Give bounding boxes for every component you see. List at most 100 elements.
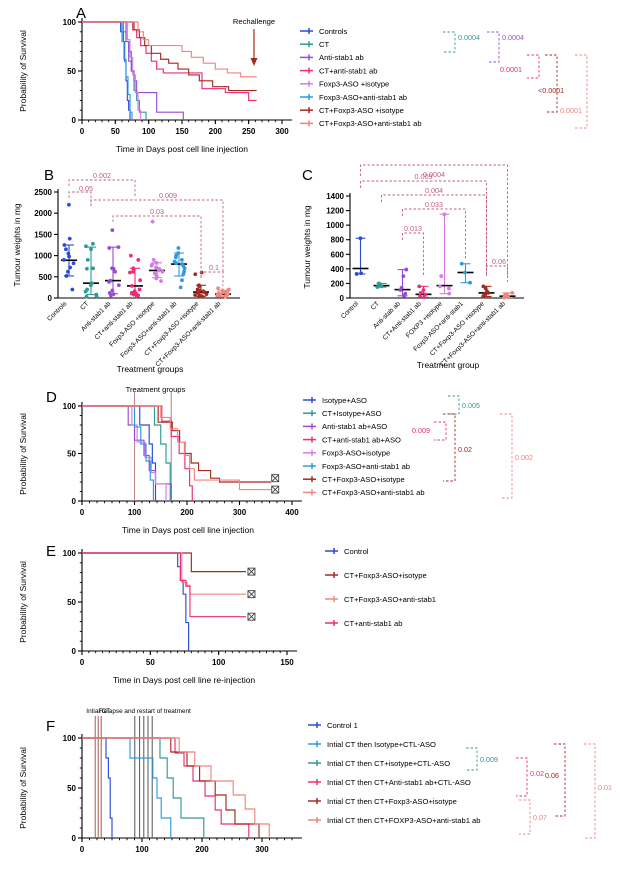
data-point	[84, 266, 89, 271]
panel-a-legend-item[interactable]: Foxp3-ASO +isotype	[300, 80, 389, 89]
y-tick-label: 1000	[326, 221, 344, 230]
y-tick-label: 1200	[326, 207, 344, 216]
data-point	[216, 286, 220, 291]
x-axis-title: Treatment groups	[117, 364, 184, 374]
panel-a-legend-item[interactable]: Anti-stab1 ab	[300, 53, 364, 62]
y-tick-label: 500	[39, 273, 53, 282]
panel-d-legend-item[interactable]: Foxp3-ASO+isotype	[303, 449, 390, 458]
panel-c-label: C	[302, 167, 313, 184]
legend-label: CT+anti-stab1 ab	[344, 619, 402, 628]
panel-d-legend-item[interactable]: CT+Foxp3-ASO+isotype	[303, 475, 405, 484]
panel-e-legend-item[interactable]: Control	[325, 547, 369, 556]
group-stats	[394, 269, 411, 297]
data-point	[423, 292, 428, 297]
panel-d-legend-item[interactable]: CT+Isotype+ASO	[303, 409, 382, 418]
significance-bracket	[519, 799, 531, 835]
panel-d-legend-item[interactable]: Foxp3-ASO+anti-stab1 ab	[303, 462, 410, 471]
x-tick-label: 50	[146, 658, 155, 667]
x-tick-label: 100	[128, 508, 142, 517]
data-point	[62, 257, 66, 262]
data-point	[468, 280, 472, 285]
censored-marker	[271, 474, 280, 483]
data-point	[375, 285, 380, 289]
data-point	[359, 271, 364, 276]
treatment-groups-label: Treatment groups	[126, 385, 186, 394]
survival-curve	[82, 405, 193, 501]
data-point	[401, 274, 406, 279]
legend-label: Anti-stab1 ab+ASO	[322, 422, 387, 431]
panel-e-legend-item[interactable]: CT+Foxp3-ASO+isotype	[325, 571, 427, 580]
significance-bracket	[575, 54, 588, 129]
data-point	[66, 251, 71, 256]
p-value-label: 0.02	[458, 445, 472, 454]
legend-label: CT+Foxp3-ASO+anti-stab1 ab	[322, 488, 425, 497]
x-tick-label: 250	[242, 127, 256, 136]
survival-curve	[82, 21, 184, 120]
legend-label: CT+Foxp3-ASO+isotype	[344, 571, 427, 580]
survival-curve	[82, 737, 172, 838]
data-point	[136, 257, 141, 262]
data-point	[134, 294, 139, 299]
legend-label: Intial CT then CT+Anti-stab1 ab+CTL-ASO	[327, 778, 471, 787]
data-point	[71, 261, 76, 266]
panel-a-legend-item[interactable]: Foxp3-ASO+anti-stab1 ab	[300, 93, 407, 102]
significance-bracket	[443, 413, 456, 482]
panel-f-legend-item[interactable]: Control 1	[308, 721, 358, 730]
x-tick-label: 100	[135, 845, 149, 854]
panel-f-legend-item[interactable]: Intial CT then Isotype+CTL-ASO	[308, 740, 436, 749]
significance-bracket	[448, 395, 460, 415]
panel-d-legend-item[interactable]: Anti-stab1 ab+ASO	[303, 422, 387, 431]
panel-a-legend-item[interactable]: CT+Foxp3-ASO+anti-stab1 ab	[300, 119, 422, 128]
panel-f-legend-item[interactable]: Intial CT then CT+FOXP3-ASO+anti-stab1 a…	[308, 816, 481, 825]
x-category-label: CT	[370, 300, 381, 311]
data-point	[154, 265, 158, 270]
y-tick-label: 400	[331, 265, 345, 274]
panel-a-label: A	[76, 5, 87, 22]
panel-e-legend-item[interactable]: CT+Foxp3-ASO+anti-stab1	[325, 595, 436, 604]
panel-a-legend-item[interactable]: CT+anti-stab1 ab	[300, 66, 377, 75]
survival-curve	[82, 737, 113, 838]
data-point	[216, 293, 221, 298]
panel-d-legend-item[interactable]: CT+anti-stab1 ab+ASO	[303, 435, 401, 444]
data-point	[84, 244, 88, 249]
p-value-label: 0.05	[79, 184, 93, 193]
data-point	[174, 261, 179, 266]
y-tick-label: 0	[340, 294, 345, 303]
data-point	[68, 265, 72, 270]
data-point	[113, 269, 117, 274]
panel-a-legend-item[interactable]: CT+Foxp3-ASO +isotype	[300, 106, 404, 115]
significance-bracket	[584, 743, 596, 839]
survival-curve	[82, 21, 142, 120]
y-axis-title: Tumour weights in mg	[302, 205, 312, 289]
y-tick-label: 600	[331, 250, 345, 259]
group-stats	[436, 213, 453, 295]
data-point	[193, 293, 197, 297]
panel-d-legend-item[interactable]: Isotype+ASO	[303, 396, 367, 405]
legend-label: Foxp3-ASO+anti-stab1 ab	[319, 93, 407, 102]
y-axis-title: Tumour weights in mg	[12, 203, 22, 287]
panel-a-legend-item[interactable]: Controls	[300, 27, 347, 36]
p-value-label: 0.013	[404, 224, 422, 233]
data-point	[199, 270, 204, 275]
data-point	[502, 295, 506, 300]
panel-f-legend-item[interactable]: Intial CT then CT+Anti-stab1 ab+CTL-ASO	[308, 778, 471, 787]
legend-label: CT+Isotype+ASO	[322, 409, 382, 418]
panel-f-legend-item[interactable]: Intial CT then CT+Foxp3-ASO+isotype	[308, 797, 457, 806]
panel-d-legend-item[interactable]: CT+Foxp3-ASO+anti-stab1 ab	[303, 488, 425, 497]
data-point	[439, 274, 444, 279]
p-value-label: 0.009	[159, 191, 177, 200]
data-point	[88, 283, 93, 288]
data-point	[128, 253, 133, 258]
y-tick-label: 0	[72, 116, 77, 125]
data-point	[156, 268, 161, 273]
data-point	[438, 284, 442, 289]
censored-marker	[247, 612, 256, 621]
panel-f-legend-item[interactable]: Intial CT then CT+isotype+CTL-ASO	[308, 759, 450, 768]
panel-e-legend-item[interactable]: CT+anti-stab1 ab	[325, 619, 402, 628]
x-tick-label: 200	[180, 508, 194, 517]
data-point	[422, 295, 427, 300]
panel-a-legend-item[interactable]: CT	[300, 40, 329, 49]
data-point	[417, 284, 422, 289]
data-point	[110, 228, 115, 233]
survival-curve	[82, 21, 131, 120]
